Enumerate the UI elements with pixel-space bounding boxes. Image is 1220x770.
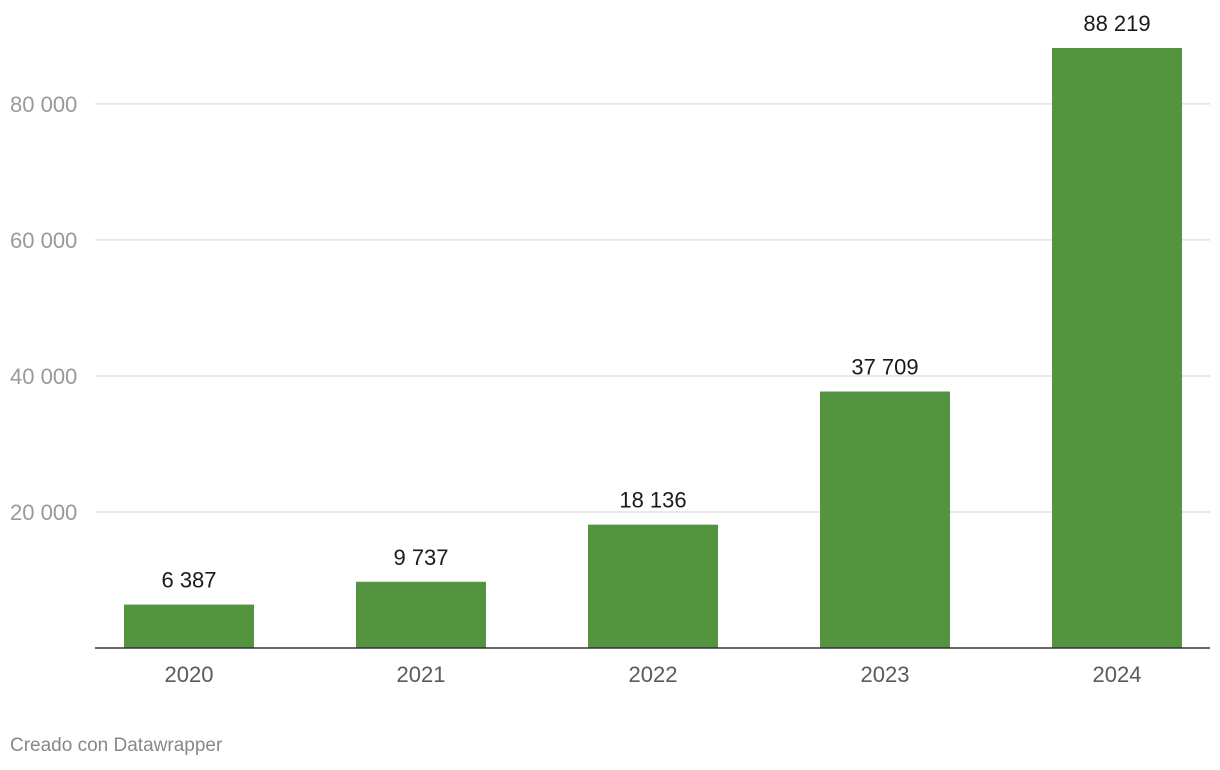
value-label-2020: 6 387 <box>161 568 216 593</box>
value-label-2021: 9 737 <box>393 545 448 570</box>
bar-2020 <box>124 604 254 648</box>
x-tick-label-2024: 2024 <box>1093 662 1142 687</box>
x-axis-tick-labels: 2020 2021 2022 2023 2024 <box>165 662 1142 687</box>
x-tick-label-2020: 2020 <box>165 662 214 687</box>
bar-2022 <box>588 524 718 648</box>
y-tick-label: 60 000 <box>10 228 77 253</box>
value-labels: 6 387 9 737 18 136 37 709 88 219 <box>161 11 1150 593</box>
x-tick-label-2022: 2022 <box>629 662 678 687</box>
x-tick-label-2023: 2023 <box>861 662 910 687</box>
credit-footer: Creado con Datawrapper <box>10 735 223 756</box>
y-axis-tick-labels: 20 000 40 000 60 000 80 000 <box>10 92 77 525</box>
bar-2023 <box>820 391 950 648</box>
x-tick-label-2021: 2021 <box>397 662 446 687</box>
y-tick-label: 20 000 <box>10 500 77 525</box>
value-label-2024: 88 219 <box>1083 11 1150 36</box>
gridlines <box>95 103 1210 513</box>
bars <box>124 48 1182 648</box>
value-label-2023: 37 709 <box>851 355 918 380</box>
value-label-2022: 18 136 <box>619 488 686 513</box>
y-tick-label: 80 000 <box>10 92 77 117</box>
bar-2024 <box>1052 48 1182 648</box>
bar-2021 <box>356 581 486 648</box>
y-tick-label: 40 000 <box>10 364 77 389</box>
